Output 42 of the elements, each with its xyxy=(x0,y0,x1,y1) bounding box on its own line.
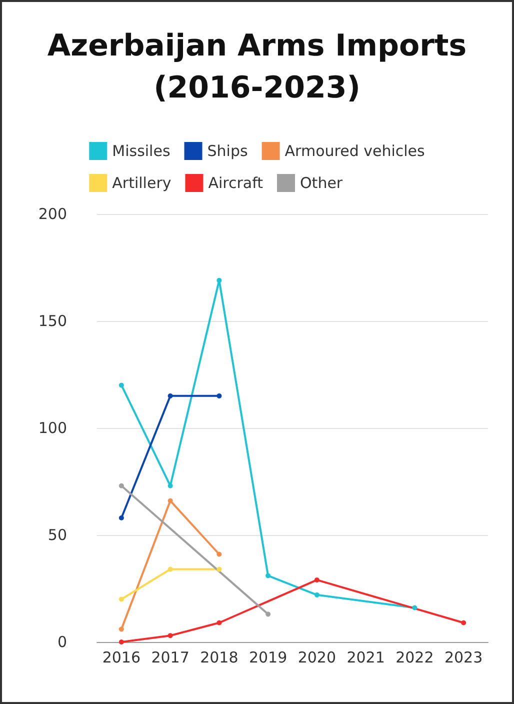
y-tick-label: 0 xyxy=(57,633,67,651)
x-tick-label: 2017 xyxy=(151,648,190,666)
point xyxy=(216,566,222,572)
point xyxy=(168,498,173,504)
point xyxy=(118,483,124,488)
point xyxy=(314,592,320,598)
point xyxy=(216,393,222,398)
point xyxy=(461,620,466,626)
point xyxy=(118,382,124,388)
x-tick-label: 2016 xyxy=(102,648,141,666)
y-tick-label: 50 xyxy=(48,526,67,544)
y-tick-label: 200 xyxy=(38,205,67,223)
point xyxy=(118,596,124,602)
legend-label: Armoured vehicles xyxy=(284,142,426,160)
point xyxy=(216,552,222,557)
chart-title: Azerbaijan Arms Imports (2016-2023) xyxy=(47,28,467,106)
legend-label: Missiles xyxy=(112,142,170,160)
x-tick-label: 2023 xyxy=(444,648,483,666)
point xyxy=(118,515,124,520)
x-tick-label: 2022 xyxy=(396,648,434,666)
legend-label: Ships xyxy=(207,142,248,160)
y-tick-label: 150 xyxy=(38,312,67,330)
legend-label: Artillery xyxy=(112,174,172,192)
x-tick-label: 2020 xyxy=(298,648,336,666)
point xyxy=(216,278,222,283)
legend-label: Other xyxy=(300,174,344,192)
point xyxy=(168,633,173,638)
point xyxy=(168,483,173,488)
point xyxy=(216,620,222,626)
x-tick-label: 2021 xyxy=(346,648,385,666)
x-tick-label: 2019 xyxy=(248,648,288,666)
point xyxy=(118,626,124,632)
y-tick-label: 100 xyxy=(38,419,67,437)
point xyxy=(266,573,271,578)
point xyxy=(314,577,320,582)
x-tick-label: 2018 xyxy=(200,648,238,666)
point xyxy=(168,393,173,398)
legend-label: Aircraft xyxy=(208,174,264,192)
point xyxy=(412,605,418,610)
point xyxy=(168,566,173,572)
point xyxy=(118,640,124,644)
point xyxy=(266,612,271,617)
